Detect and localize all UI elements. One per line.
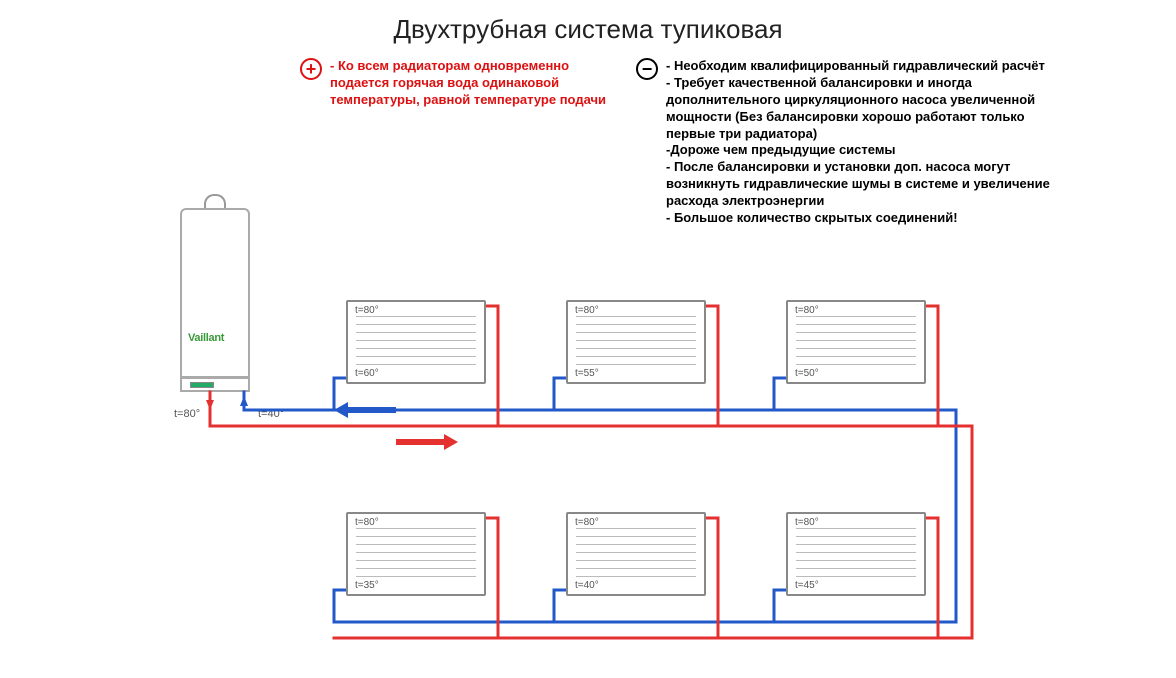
radiator: t=80° t=55° — [566, 300, 706, 384]
radiator-inlet-temp: t=80° — [354, 305, 380, 316]
cons-text: - Необходим квалифицированный гидравличе… — [666, 58, 1076, 227]
radiator-inlet-temp: t=80° — [354, 517, 380, 528]
radiator: t=80° t=35° — [346, 512, 486, 596]
radiator-outlet-temp: t=55° — [574, 368, 600, 379]
pros-text: - Ко всем радиаторам одновременно подает… — [330, 58, 610, 109]
boiler: Vaillant — [180, 208, 250, 396]
cons-line: - После балансировки и установки доп. на… — [666, 159, 1076, 210]
cons-line: - Большое количество скрытых соединений! — [666, 210, 1076, 227]
radiator: t=80° t=40° — [566, 512, 706, 596]
boiler-body: Vaillant — [180, 208, 250, 378]
radiator-outlet-temp: t=50° — [794, 368, 820, 379]
pros-block: + - Ко всем радиаторам одновременно пода… — [300, 58, 610, 109]
radiator-outlet-temp: t=45° — [794, 580, 820, 591]
cons-line: -Дороже чем предыдущие системы — [666, 142, 1076, 159]
plus-icon: + — [300, 58, 322, 80]
cons-block: − - Необходим квалифицированный гидравли… — [636, 58, 1076, 227]
radiator-outlet-temp: t=60° — [354, 368, 380, 379]
cons-line: - Необходим квалифицированный гидравличе… — [666, 58, 1076, 75]
boiler-brand: Vaillant — [188, 332, 224, 344]
cons-line: - Требует качественной балансировки и ин… — [666, 75, 1076, 143]
radiator-inlet-temp: t=80° — [794, 305, 820, 316]
minus-icon: − — [636, 58, 658, 80]
radiator-inlet-temp: t=80° — [574, 517, 600, 528]
radiator: t=80° t=60° — [346, 300, 486, 384]
boiler-panel — [180, 378, 250, 392]
radiator-outlet-temp: t=40° — [574, 580, 600, 591]
boiler-display — [190, 382, 214, 388]
boiler-handle — [204, 194, 226, 208]
boiler-return-temp: t=40° — [258, 408, 284, 420]
radiator: t=80° t=45° — [786, 512, 926, 596]
radiator-outlet-temp: t=35° — [354, 580, 380, 591]
boiler-supply-temp: t=80° — [174, 408, 200, 420]
radiator-inlet-temp: t=80° — [794, 517, 820, 528]
page-title: Двухтрубная система тупиковая — [0, 14, 1176, 45]
radiator: t=80° t=50° — [786, 300, 926, 384]
radiator-inlet-temp: t=80° — [574, 305, 600, 316]
